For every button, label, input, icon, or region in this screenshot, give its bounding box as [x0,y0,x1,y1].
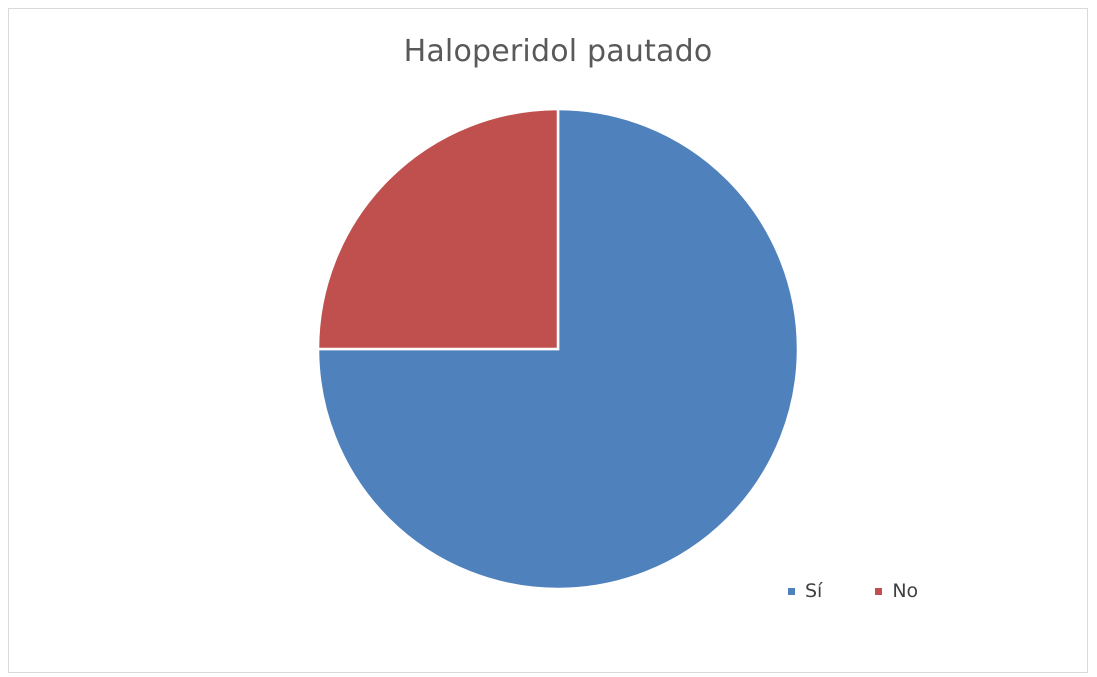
legend-label-si: Sí [805,580,823,602]
legend-swatch-si [788,587,795,595]
legend-item-no: No [875,580,918,602]
pie-slice-si [316,107,800,591]
legend-swatch-no [875,587,883,595]
legend-label-no: No [892,580,919,602]
pie-slice-no [316,107,560,351]
pie-slices [316,107,800,591]
legend-item-si: Sí [788,580,822,602]
chart-legend: Sí No [788,580,971,602]
chart-title: Haloperidol pautado [403,34,713,69]
